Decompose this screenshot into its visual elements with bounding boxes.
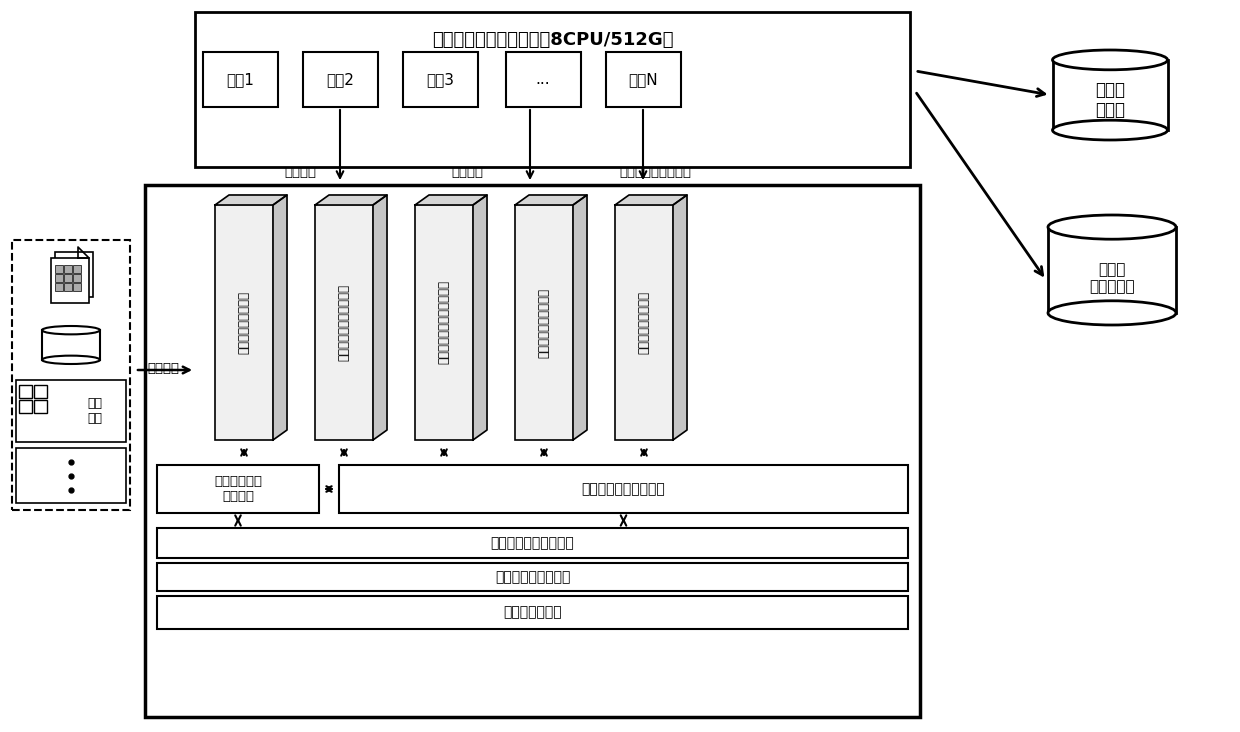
Bar [55, 265, 63, 273]
Bar [606, 52, 681, 107]
Bar [19, 385, 32, 398]
Ellipse shape [42, 356, 100, 364]
Bar [64, 265, 72, 273]
Polygon shape [273, 195, 286, 440]
Bar [1053, 50, 1168, 130]
Polygon shape [515, 195, 587, 205]
Text: 节点2: 节点2 [326, 72, 353, 87]
Text: 集中式
数据库: 集中式 数据库 [1095, 81, 1125, 119]
Ellipse shape [1053, 120, 1168, 140]
Bar [16, 380, 126, 442]
Bar [33, 400, 47, 413]
Polygon shape [215, 195, 286, 205]
Text: 加工组件流程编排并行处理: 加工组件流程编排并行处理 [438, 280, 450, 365]
Bar [515, 205, 573, 440]
Bar [55, 252, 93, 297]
Bar [415, 205, 472, 440]
Bar [506, 52, 582, 107]
Text: 性能监控: 性能监控 [451, 166, 484, 179]
Text: 内存数据库集资源监控: 内存数据库集资源监控 [537, 288, 551, 357]
Bar [16, 448, 126, 503]
Text: 节点3: 节点3 [427, 72, 454, 87]
Bar [215, 205, 273, 440]
Text: 数据持久化存储管理: 数据持久化存储管理 [637, 291, 651, 354]
Bar [73, 274, 81, 282]
Bar [157, 528, 908, 558]
Text: 数据文件解析微服务: 数据文件解析微服务 [238, 291, 250, 354]
Ellipse shape [42, 326, 100, 335]
Bar [157, 465, 319, 513]
Polygon shape [615, 195, 687, 205]
Polygon shape [415, 195, 487, 205]
Bar [33, 385, 47, 398]
Polygon shape [673, 195, 687, 440]
Ellipse shape [1048, 301, 1176, 325]
Text: 内存事务型数据库集群（8CPU/512G）: 内存事务型数据库集群（8CPU/512G） [432, 31, 673, 49]
Bar [51, 258, 89, 303]
Text: 虚拟化容器引擎: 虚拟化容器引擎 [503, 605, 562, 619]
Bar [55, 274, 63, 282]
Text: 多线程处理加工消息队列: 多线程处理加工消息队列 [337, 284, 351, 361]
Bar [73, 265, 81, 273]
Polygon shape [315, 195, 387, 205]
Bar [64, 274, 72, 282]
Text: 数据持久化同步控制: 数据持久化同步控制 [619, 166, 691, 179]
Bar [157, 596, 908, 629]
Bar [339, 465, 908, 513]
Text: ...: ... [536, 72, 551, 87]
Bar [12, 240, 130, 510]
Bar [55, 283, 63, 291]
Text: 数据采集: 数据采集 [148, 362, 179, 375]
Polygon shape [573, 195, 587, 440]
Text: 数据处理日志管理服务: 数据处理日志管理服务 [491, 536, 574, 550]
Bar [403, 52, 477, 107]
Bar [303, 52, 378, 107]
Ellipse shape [1053, 50, 1168, 70]
Bar [615, 205, 673, 440]
Text: 服务
接口: 服务 接口 [88, 397, 103, 425]
Text: 数据处理监控自动优化: 数据处理监控自动优化 [582, 482, 666, 496]
Ellipse shape [1048, 215, 1176, 239]
Bar [157, 563, 908, 591]
Bar [73, 283, 81, 291]
Bar [64, 283, 72, 291]
Bar [195, 12, 910, 167]
Bar [19, 400, 32, 413]
Polygon shape [373, 195, 387, 440]
Bar [145, 185, 920, 717]
Text: 服务注册与发现管理: 服务注册与发现管理 [495, 570, 570, 584]
Bar [1048, 215, 1176, 313]
Bar [42, 326, 100, 360]
Bar [315, 205, 373, 440]
Text: 数据采集任务
调度管理: 数据采集任务 调度管理 [215, 475, 262, 503]
Bar [203, 52, 278, 107]
Polygon shape [472, 195, 487, 440]
Text: 分布式
数据库集群: 分布式 数据库集群 [1089, 262, 1135, 294]
Text: 节点1: 节点1 [226, 72, 254, 87]
Text: 节点N: 节点N [629, 72, 657, 87]
Text: 数据读写: 数据读写 [284, 166, 316, 179]
